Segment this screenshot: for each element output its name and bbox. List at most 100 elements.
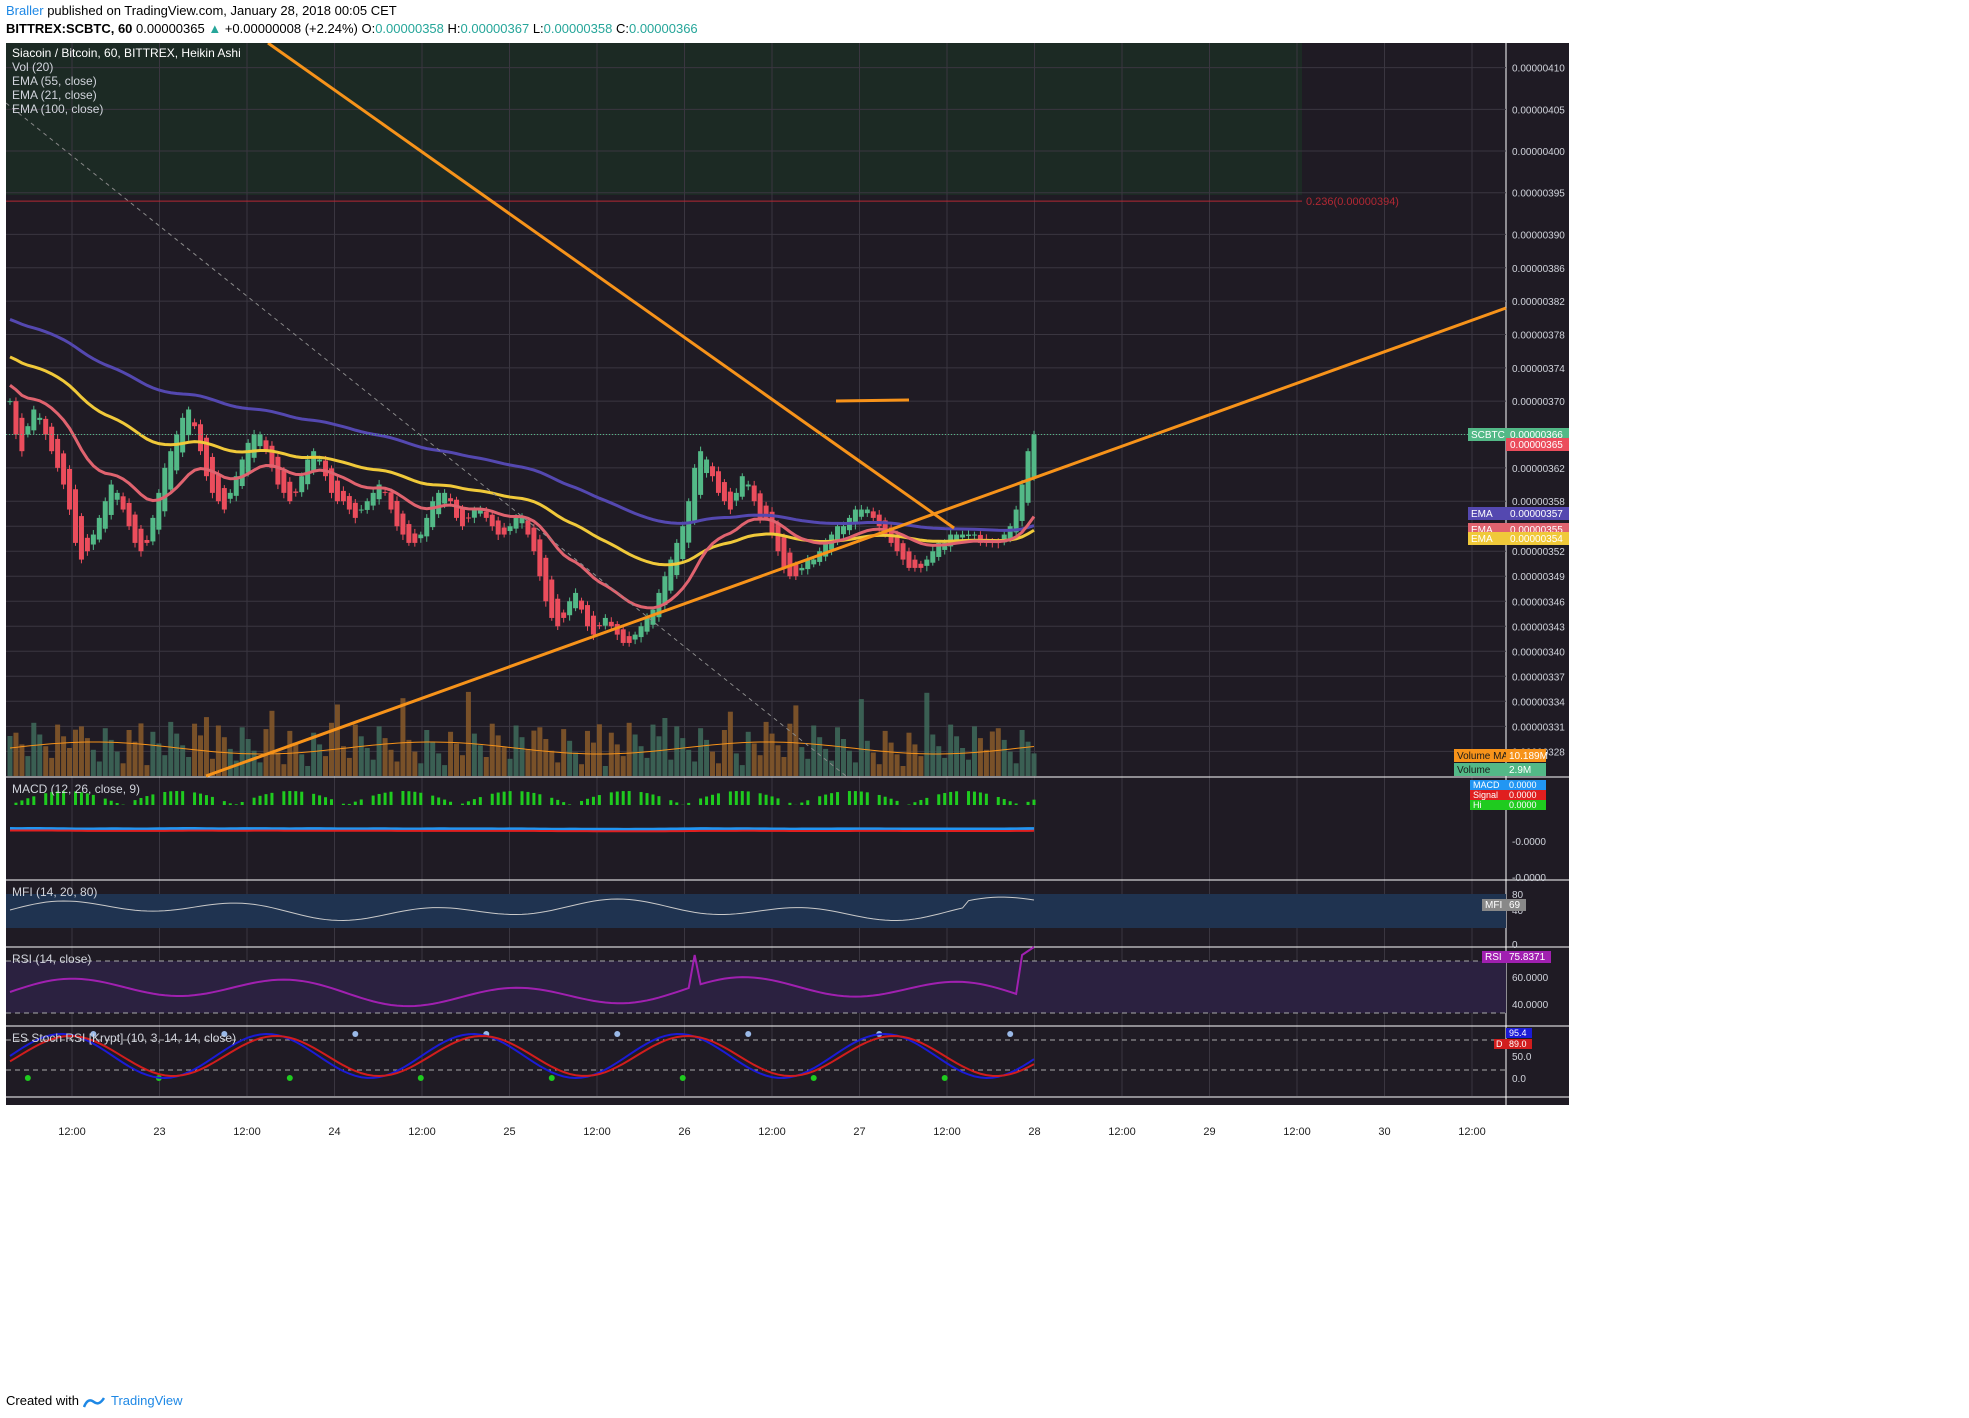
candle-body [72,489,78,543]
stoch-sell-dot [745,1031,752,1037]
volume-bar [233,760,239,776]
candle-body [412,533,418,543]
time-tick-label: 27 [853,1126,865,1138]
macd-tick-label: -0.0000 [1512,873,1546,884]
chart-area[interactable]: 0.00000410 0.00000405 0.00000400 0.00000395… [6,43,1969,1385]
candle-body [150,517,156,542]
macd-histogram-bar [478,797,482,805]
candle-body [13,401,19,435]
macd-histogram-bar [252,797,256,805]
macd-histogram-bar [532,792,536,805]
candle-body [608,621,614,627]
volume-bar [626,722,632,776]
volume-bar [275,752,281,776]
volume-bar [644,757,650,776]
candle-body [638,626,644,638]
volume-bar [317,744,323,776]
volume-bar [376,726,382,776]
footer: Created with TradingView [6,1390,183,1412]
volume-bar [590,742,596,776]
volume-bar [596,724,602,776]
volume-bar [966,759,972,776]
candle-body [650,609,656,625]
candle-body [448,498,454,502]
volume-bar [632,734,638,776]
author-link[interactable]: Braller [6,3,44,18]
macd-signal-line [9,829,1035,833]
macd-histogram-bar [580,800,584,805]
volume-bar [144,765,150,776]
volume-bar [721,730,727,776]
tradingview-brand-link[interactable]: TradingView [110,1393,183,1408]
volume-bar [995,728,1001,776]
volume-bar [436,753,442,776]
macd-histogram-bar [609,792,613,805]
open-label: O: [361,21,376,36]
macd-histogram-bar [996,797,1000,805]
volume-bar [829,760,835,776]
mfi-tick-label: 0 [1512,940,1518,951]
last-price: 0.00000365 [136,21,205,36]
candle-body [906,551,912,568]
stoch-tag-bg [1506,1039,1532,1049]
price-tag-label-bg [1468,428,1506,441]
candle-body [912,559,918,568]
volume-bar [656,736,662,776]
macd-histogram-bar [711,794,715,805]
chart-canvas[interactable]: 0.00000410 0.00000405 0.00000400 0.00000395… [6,43,1969,1385]
macd-histogram-bar [770,796,774,805]
volume-bar [757,755,763,776]
macd-tag-label: Signal [1473,790,1498,800]
volume-bar [269,710,275,776]
volume-bar [733,753,739,776]
candle-body [579,600,585,610]
macd-histogram-bar [728,791,732,805]
candle-body [775,523,781,552]
candle-body [108,484,114,515]
volume-bar [686,749,692,776]
macd-histogram-bar [50,792,54,805]
volume-bar [573,752,579,776]
candle-body [436,492,442,515]
price-tick-label: 0.00000378 [1512,330,1565,341]
candle-body [287,481,293,502]
macd-histogram-bar [181,791,185,805]
candle-body [602,617,608,626]
macd-tag-label: MACD [1473,780,1500,790]
macd-histogram-bar [889,798,893,805]
candle-body [876,514,882,527]
volume-bar [745,731,751,776]
volume-bar [954,736,960,776]
stoch-tag-bg [1506,1028,1532,1038]
candle-body [531,527,537,552]
macd-histogram-bar [353,801,357,805]
fib-level-label: 0.236(0.00000394) [1306,196,1399,208]
stoch-buy-dot [417,1075,424,1081]
candle-body [674,542,680,576]
price-tick-label: 0.00000374 [1512,364,1565,375]
macd-histogram-bar [151,794,155,805]
time-tick-label: 30 [1378,1126,1390,1138]
candle-body [757,493,763,518]
time-tick-label: 29 [1203,1126,1215,1138]
volume-bar [340,746,346,776]
volume-bar [227,748,233,776]
macd-histogram-bar [44,793,48,805]
volume-bar [537,727,543,776]
macd-histogram-bar [115,803,119,805]
candle-body [489,514,495,527]
candle-body [727,491,733,510]
volume-bar [37,734,43,776]
volume-bar [787,723,793,776]
volume-bar [1025,741,1031,776]
candle-body [43,418,49,435]
volume-bar [471,733,477,776]
candle-body [406,524,412,543]
stoch-buy-dot [679,1075,686,1081]
volume-bar [430,741,436,776]
volume-bar [674,726,680,776]
volume-bar [150,731,156,776]
macd-histogram-bar [240,801,244,805]
volume-bar [382,738,388,776]
candle-body [394,500,400,527]
